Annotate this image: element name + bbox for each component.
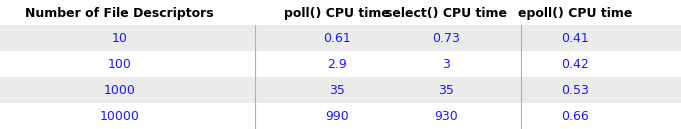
Text: 0.66: 0.66: [562, 110, 589, 123]
Text: 0.61: 0.61: [323, 31, 351, 45]
Text: 10: 10: [111, 31, 127, 45]
Text: 0.53: 0.53: [562, 83, 589, 96]
FancyBboxPatch shape: [0, 25, 681, 51]
Text: 100: 100: [107, 58, 131, 71]
Text: poll() CPU time: poll() CPU time: [284, 6, 390, 19]
Text: 0.73: 0.73: [432, 31, 460, 45]
Text: Number of File Descriptors: Number of File Descriptors: [25, 6, 213, 19]
Text: 35: 35: [329, 83, 345, 96]
Text: 930: 930: [434, 110, 458, 123]
Text: 2.9: 2.9: [327, 58, 347, 71]
Text: 35: 35: [438, 83, 454, 96]
Text: 0.42: 0.42: [562, 58, 589, 71]
FancyBboxPatch shape: [0, 103, 681, 129]
Text: 1000: 1000: [104, 83, 135, 96]
Text: 10000: 10000: [99, 110, 139, 123]
Text: 0.41: 0.41: [562, 31, 589, 45]
Text: select() CPU time: select() CPU time: [385, 6, 507, 19]
Text: 990: 990: [326, 110, 349, 123]
FancyBboxPatch shape: [0, 51, 681, 77]
Text: 3: 3: [442, 58, 450, 71]
Text: epoll() CPU time: epoll() CPU time: [518, 6, 633, 19]
FancyBboxPatch shape: [0, 77, 681, 103]
